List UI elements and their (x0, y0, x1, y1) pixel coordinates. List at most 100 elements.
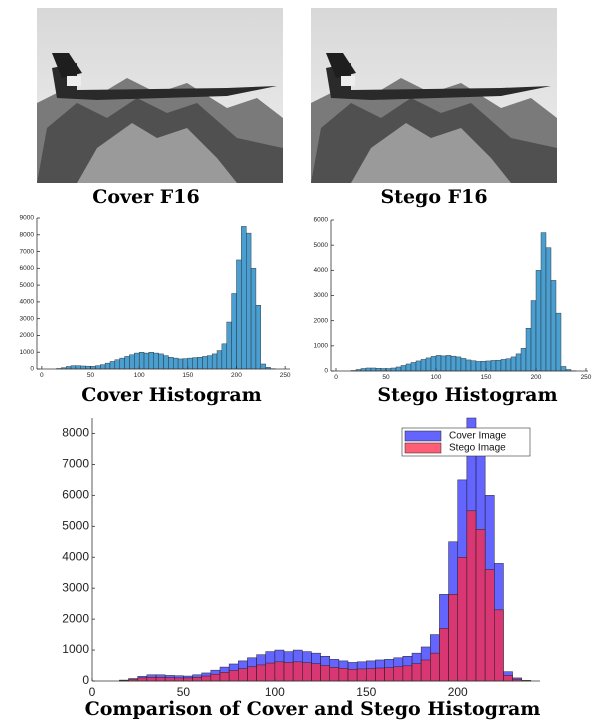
histogram-bar (445, 355, 452, 372)
cover-image (37, 8, 283, 183)
histogram-bar (356, 668, 367, 682)
histogram-bar (460, 358, 467, 372)
y-tick-label: 0 (324, 368, 328, 375)
histogram-bar (455, 356, 462, 372)
x-tick-label: 50 (382, 374, 390, 381)
histogram-bar (530, 300, 537, 372)
y-tick-label: 2000 (314, 317, 329, 324)
histogram-bar (148, 352, 154, 370)
histogram-bar (187, 357, 193, 370)
histogram-bar (430, 356, 437, 372)
y-tick-label: 2000 (20, 332, 35, 339)
histogram-bar (410, 362, 417, 372)
histogram-bar (265, 662, 276, 682)
histogram-bar (163, 355, 169, 370)
x-tick-label: 150 (481, 374, 492, 381)
histogram-bar (211, 353, 218, 370)
histogram-bar (302, 662, 312, 682)
histogram-bar (236, 259, 242, 370)
histogram-bar (484, 569, 495, 682)
histogram-bar (465, 359, 472, 372)
histogram-bar (338, 668, 349, 682)
histogram-bar (375, 368, 382, 372)
histogram-bar (202, 356, 208, 370)
x-tick-label: 0 (40, 372, 44, 379)
histogram-bar (440, 355, 447, 372)
legend-swatch (404, 442, 442, 454)
y-tick-label: 4000 (62, 549, 89, 563)
y-tick-label: 4000 (20, 299, 35, 306)
histogram-bar (370, 367, 377, 372)
histogram-bar (177, 358, 184, 370)
histogram-bar (366, 668, 376, 682)
histogram-bar (503, 675, 513, 682)
histogram-bar (260, 363, 266, 370)
histogram-bar (124, 356, 130, 370)
histogram-bar (174, 677, 184, 682)
histogram-bar (241, 226, 247, 370)
histogram-bar (173, 357, 179, 370)
histogram-bar (153, 352, 159, 370)
histogram-bar (395, 366, 402, 372)
histogram-bar (192, 677, 202, 682)
x-tick-label: 100 (265, 685, 285, 699)
histogram-bar (365, 367, 372, 372)
histogram-bar (411, 663, 422, 682)
histogram-bar (490, 360, 497, 372)
histogram-bar (425, 357, 432, 372)
histogram-bar (100, 364, 106, 370)
image-caption: Cover F16 (92, 186, 199, 208)
histogram-bar (420, 659, 431, 682)
histogram-bar (466, 510, 477, 682)
histogram-bar (138, 352, 145, 370)
y-tick-label: 2000 (62, 611, 89, 625)
histogram-bar (95, 365, 101, 370)
histogram-bar (250, 268, 257, 370)
legend-swatch (404, 430, 442, 442)
histogram-bar (439, 628, 449, 682)
histogram-bar (70, 365, 77, 370)
histogram-bar (329, 667, 340, 682)
histogram-bar (134, 352, 140, 370)
histogram-bar (390, 367, 397, 372)
histogram-bar (525, 328, 532, 372)
y-tick-label: 8000 (20, 231, 35, 238)
y-tick-label: 4000 (314, 267, 329, 274)
x-tick-label: 50 (177, 685, 191, 699)
histogram-bar (495, 359, 502, 372)
histogram-bar (114, 359, 120, 370)
histogram-bar (292, 661, 303, 682)
histogram-bar (158, 353, 164, 370)
x-tick-label: 50 (87, 372, 95, 379)
histogram-bar (457, 556, 468, 682)
histogram-bar (182, 358, 189, 370)
y-tick-label: 6000 (62, 488, 89, 502)
y-tick-label: 0 (82, 673, 89, 687)
histogram-bar (515, 353, 522, 372)
histogram-bar (221, 343, 227, 370)
histogram-bar (146, 677, 157, 682)
histogram-bar (494, 609, 504, 682)
histogram-bar (384, 667, 394, 682)
chart-title: Comparison of Cover and Stego Histogram (85, 698, 541, 720)
y-tick-label: 3000 (314, 292, 329, 299)
x-tick-label: 100 (134, 372, 145, 379)
histogram-bar (246, 232, 252, 370)
legend-label: Stego Image (449, 443, 506, 454)
y-tick-label: 1000 (314, 343, 329, 350)
histogram-bar (555, 312, 562, 372)
histogram-bar (256, 664, 266, 682)
histogram-bar (226, 321, 232, 370)
histogram-bar (137, 677, 148, 682)
histogram-bar (393, 666, 404, 682)
chart-title: Stego Histogram (377, 384, 557, 406)
stego-image (311, 8, 557, 183)
x-tick-label: 0 (334, 374, 338, 381)
histogram-bar (550, 280, 557, 372)
histogram-bar (155, 677, 166, 682)
histogram-bar (231, 293, 237, 370)
histogram-bar (201, 675, 212, 682)
histogram-bar (210, 673, 221, 682)
histogram-bar (129, 354, 135, 370)
